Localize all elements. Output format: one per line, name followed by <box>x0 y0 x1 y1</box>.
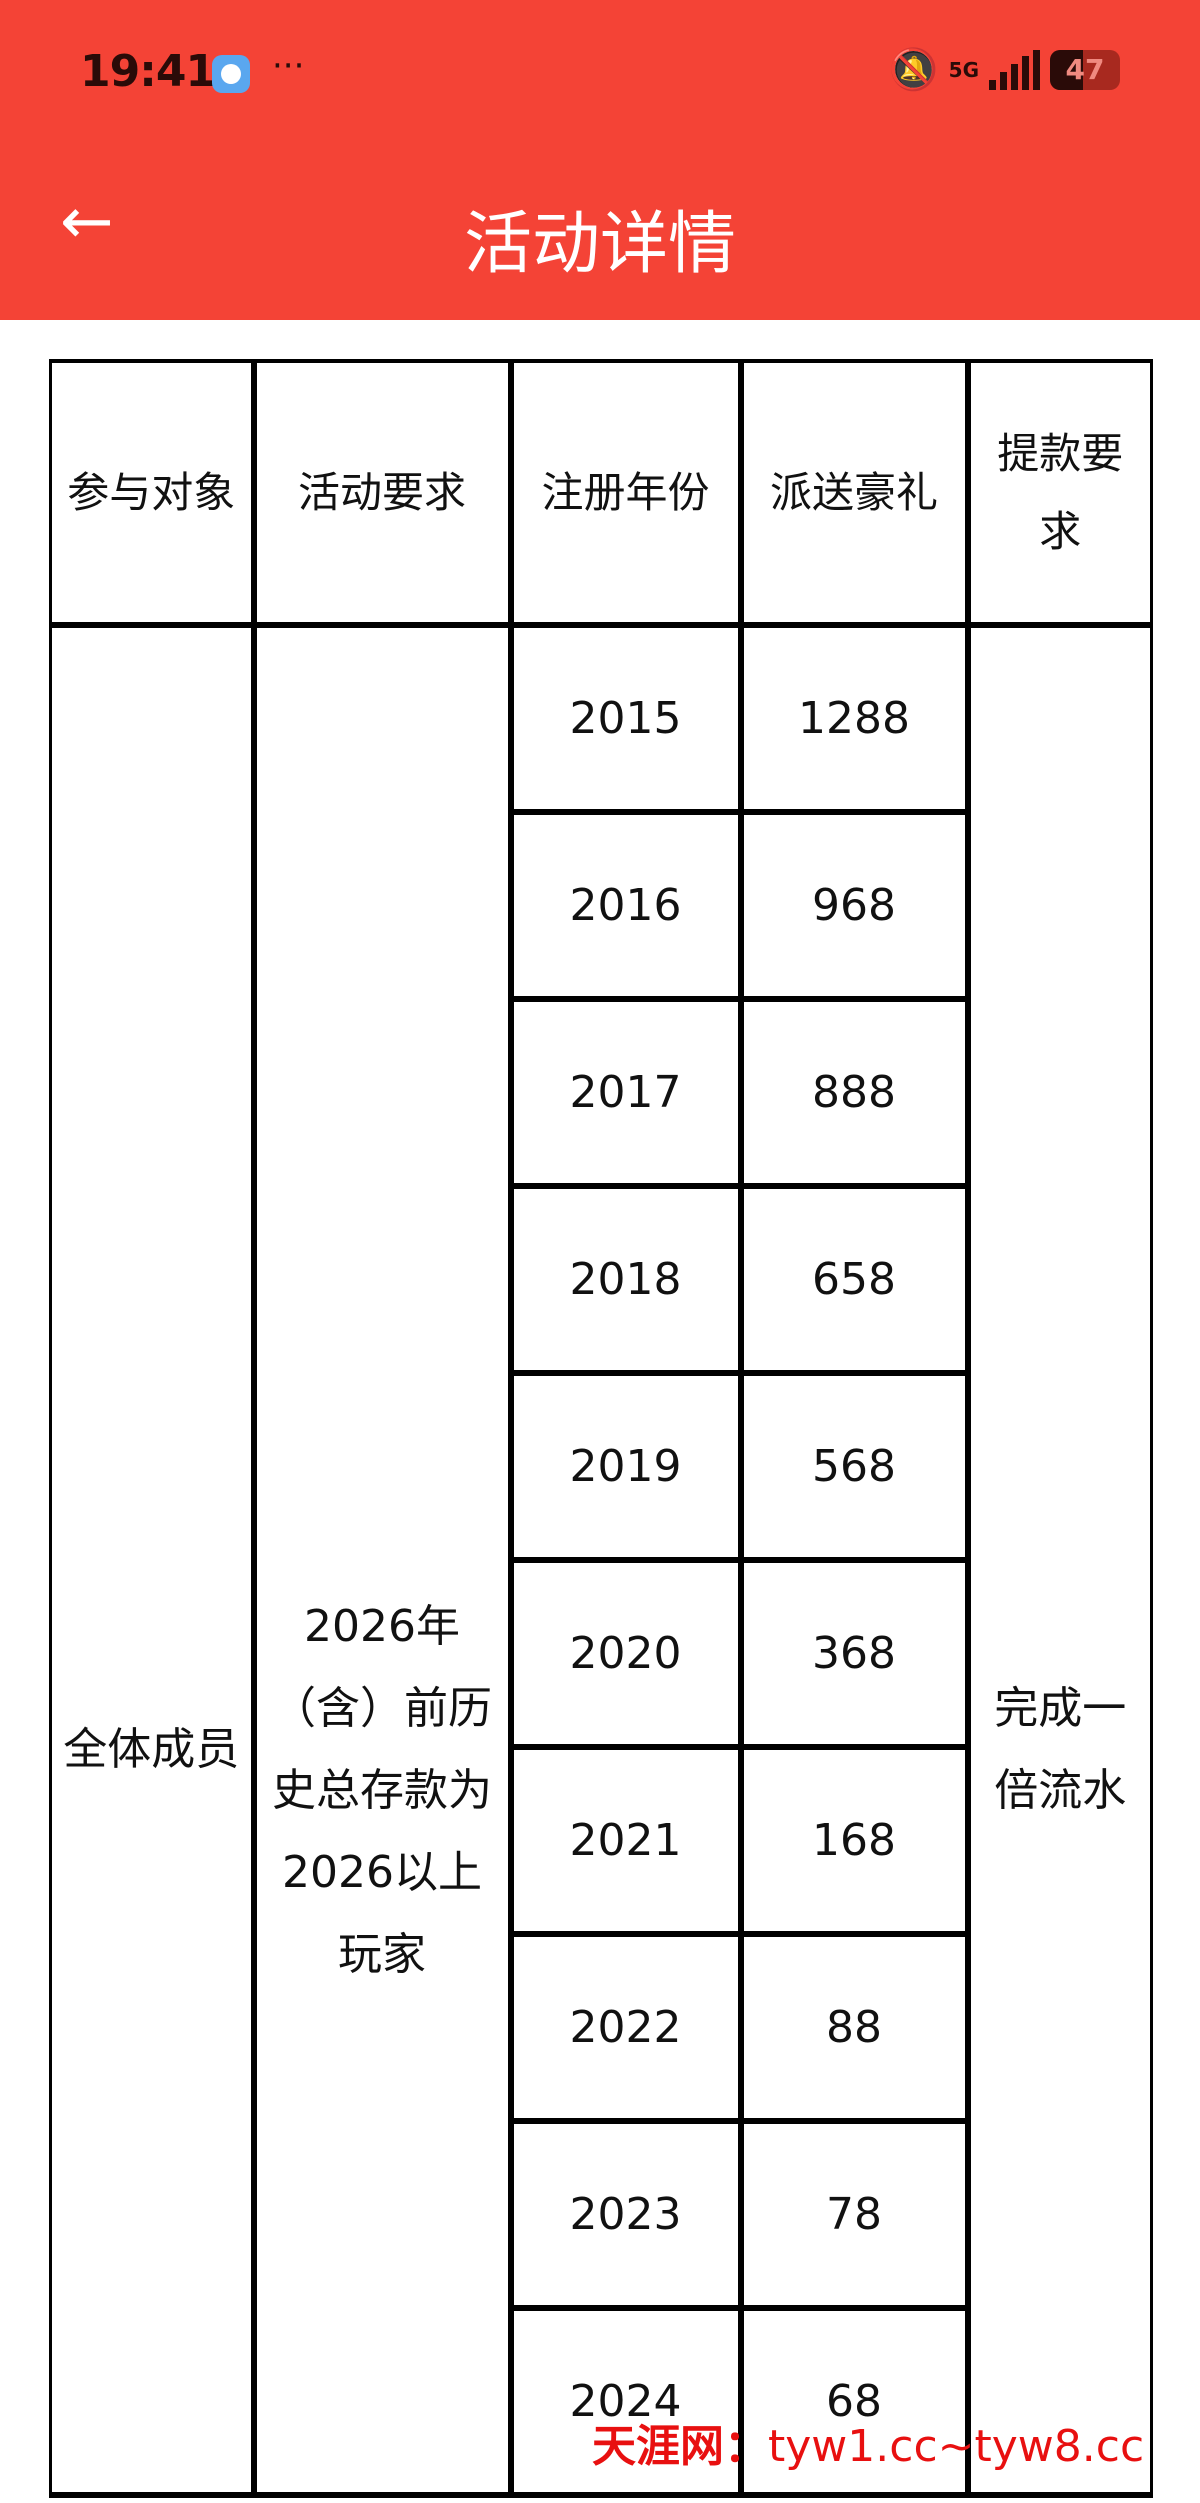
year-cell: 2019 <box>507 1370 744 1563</box>
year-cell: 2020 <box>507 1557 744 1750</box>
gift-cell: 88 <box>737 1931 971 2124</box>
mute-bell-icon: 🔕 <box>888 47 939 93</box>
page-title: 活动详情 <box>463 205 736 284</box>
table-row: 2016 968 <box>51 809 1152 1002</box>
year-cell: 2017 <box>507 996 744 1189</box>
table-row: 2019 568 <box>51 1370 1152 1563</box>
participants-cell: 全体成员 <box>49 622 257 2498</box>
status-icons: 🔕 5G 47 <box>889 46 1120 93</box>
column-header: 注册年份 <box>507 359 744 628</box>
watermark-brand: 天涯网： <box>592 2421 768 2472</box>
table-row: 2022 88 <box>51 1931 1152 2124</box>
column-header: 提款要求 <box>964 359 1153 628</box>
app-notification-icon <box>212 55 250 93</box>
battery-icon: 47 <box>1050 49 1120 90</box>
gift-cell: 368 <box>737 1557 971 1750</box>
gift-cell: 658 <box>737 1183 971 1376</box>
activity-table: 参与对象 活动要求 注册年份 派送豪礼 提款要求 全体成员 2026年（含）前历史… <box>49 0 1153 2498</box>
gift-cell: 888 <box>737 996 971 1189</box>
requirement-cell: 2026年（含）前历史总存款为2026以上玩家 <box>250 622 514 2498</box>
gift-cell: 78 <box>737 2118 971 2311</box>
withdrawal-cell: 完成一倍流水 <box>964 622 1153 2498</box>
gift-cell: 1288 <box>737 622 971 815</box>
battery-level: 47 <box>1065 52 1105 86</box>
more-notifications-icon: ··· <box>272 46 305 86</box>
back-arrow-icon[interactable]: ← <box>60 185 114 259</box>
column-header: 参与对象 <box>49 359 257 628</box>
gift-cell: 568 <box>737 1370 971 1563</box>
app-header: 19:41 ··· 🔕 5G 47 ← 活动详情 <box>0 0 1200 320</box>
year-cell: 2023 <box>507 2118 744 2311</box>
watermark-domains: tyw1.cc~tyw8.cc <box>768 2421 1145 2472</box>
year-cell: 2018 <box>507 1183 744 1376</box>
table-row: 2021 168 <box>51 1744 1152 1937</box>
table-row: 2023 78 <box>51 2118 1152 2311</box>
table-row: 全体成员 2026年（含）前历史总存款为2026以上玩家 2015 1288 完成一倍流… <box>49 622 1153 2498</box>
status-time: 19:41 <box>80 46 216 97</box>
year-cell: 2016 <box>507 809 744 1002</box>
year-cell: 2024 <box>507 2305 744 2498</box>
year-cell: 2021 <box>507 1744 744 1937</box>
column-header: 派送豪礼 <box>737 359 971 628</box>
year-cell: 2015 <box>507 622 744 815</box>
column-header: 活动要求 <box>250 359 514 628</box>
year-cell: 2022 <box>507 1931 744 2124</box>
table-row: 2017 888 <box>51 996 1152 1189</box>
table-row: 2020 368 <box>51 1557 1152 1750</box>
gift-cell: 968 <box>737 809 971 1002</box>
gift-cell: 168 <box>737 1744 971 1937</box>
network-type: 5G <box>948 57 979 82</box>
signal-icon <box>989 49 1040 90</box>
watermark: 天涯网：tyw1.cc~tyw8.cc <box>592 2410 1144 2474</box>
table-header-row: 参与对象 活动要求 注册年份 派送豪礼 提款要求 <box>49 359 1153 628</box>
table-row: 2018 658 <box>51 1183 1152 1376</box>
gift-cell: 68 <box>737 2305 971 2498</box>
table-row: 2024 68 <box>51 2305 1152 2498</box>
